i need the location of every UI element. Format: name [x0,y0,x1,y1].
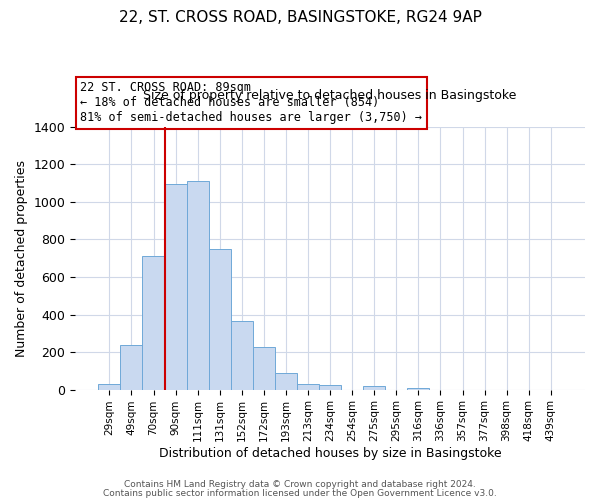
Bar [142,256,164,390]
X-axis label: Distribution of detached houses by size in Basingstoke: Distribution of detached houses by size … [159,447,502,460]
Text: Contains HM Land Registry data © Crown copyright and database right 2024.: Contains HM Land Registry data © Crown c… [124,480,476,489]
Bar [98,384,121,390]
Title: Size of property relative to detached houses in Basingstoke: Size of property relative to detached ho… [143,89,517,102]
Bar [164,184,187,390]
Bar [407,388,430,390]
Text: 22 ST. CROSS ROAD: 89sqm
← 18% of detached houses are smaller (854)
81% of semi-: 22 ST. CROSS ROAD: 89sqm ← 18% of detach… [80,81,422,124]
Y-axis label: Number of detached properties: Number of detached properties [15,160,28,356]
Bar [275,372,297,390]
Bar [253,348,275,390]
Text: Contains public sector information licensed under the Open Government Licence v3: Contains public sector information licen… [103,489,497,498]
Text: 22, ST. CROSS ROAD, BASINGSTOKE, RG24 9AP: 22, ST. CROSS ROAD, BASINGSTOKE, RG24 9A… [119,10,481,25]
Bar [319,385,341,390]
Bar [121,344,142,390]
Bar [187,182,209,390]
Bar [363,386,385,390]
Bar [297,384,319,390]
Bar [209,249,231,390]
Bar [231,321,253,390]
